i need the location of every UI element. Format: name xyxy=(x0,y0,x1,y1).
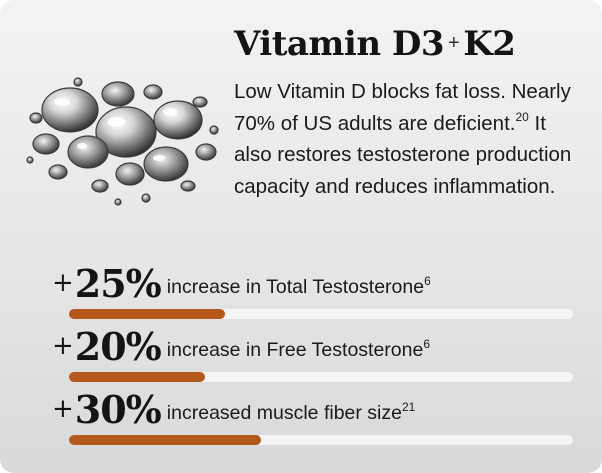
stat-value: 20% xyxy=(74,324,162,369)
stat-bar-fill xyxy=(69,309,226,319)
stat-label: increase in Free Testosterone6 xyxy=(166,336,431,362)
title-secondary: K2 xyxy=(463,24,516,64)
stat-bar-fill xyxy=(69,372,206,382)
title-plus: + xyxy=(448,32,460,54)
stat-bar-track xyxy=(69,435,573,445)
stat-free-testosterone: + 20% increase in Free Testosterone6 xyxy=(52,327,574,387)
stat-plus-sign: + xyxy=(52,394,74,424)
stat-total-testosterone: + 25% increase in Total Testosterone6 xyxy=(52,264,574,324)
stat-label: increase in Total Testosterone6 xyxy=(166,273,431,299)
card-description: Low Vitamin D blocks fat loss. Nearly 70… xyxy=(234,76,584,202)
stat-value: 25% xyxy=(74,261,162,306)
stat-plus-sign: + xyxy=(52,331,74,361)
stat-bar-track xyxy=(69,309,573,319)
stat-reference: 6 xyxy=(423,336,431,351)
stat-reference: 21 xyxy=(401,399,416,414)
water-bubbles-icon xyxy=(26,77,219,206)
description-text-continued: It also restores testosterone production… xyxy=(234,111,572,198)
title-main: Vitamin D3 xyxy=(234,24,445,64)
stat-label: increased muscle fiber size21 xyxy=(166,399,416,425)
description-text: Low Vitamin D blocks fat loss. Nearly 70… xyxy=(234,80,571,135)
stat-plus-sign: + xyxy=(52,268,74,298)
description-reference: 20 xyxy=(515,109,529,124)
stat-value: 30% xyxy=(74,387,162,432)
stat-muscle-fiber: + 30% increased muscle fiber size21 xyxy=(52,390,574,450)
stat-bar-fill xyxy=(69,435,261,445)
card-title: Vitamin D3 + K2 xyxy=(234,22,516,68)
stat-bar-track xyxy=(69,372,573,382)
stat-reference: 6 xyxy=(424,273,431,288)
